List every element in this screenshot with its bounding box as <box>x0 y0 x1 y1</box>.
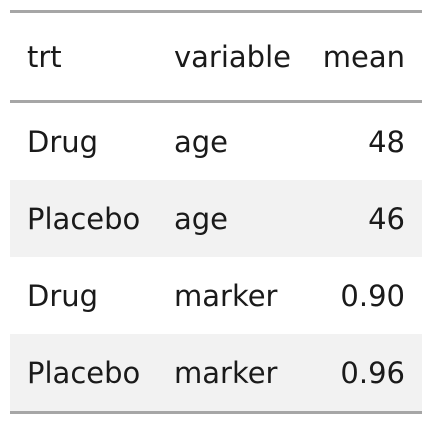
cell-mean: 48 <box>306 102 422 181</box>
cell-trt: Drug <box>10 257 160 334</box>
cell-trt: Drug <box>10 102 160 181</box>
summary-table: trt variable mean Drug age 48 Placebo ag… <box>10 10 422 414</box>
cell-variable: age <box>160 102 306 181</box>
cell-mean: 0.96 <box>306 334 422 413</box>
column-header-variable: variable <box>160 12 306 102</box>
header-row: trt variable mean <box>10 12 422 102</box>
cell-mean: 0.90 <box>306 257 422 334</box>
summary-table-container: trt variable mean Drug age 48 Placebo ag… <box>10 10 422 414</box>
cell-variable: marker <box>160 334 306 413</box>
table-row: Placebo age 46 <box>10 180 422 257</box>
cell-variable: marker <box>160 257 306 334</box>
table-body: Drug age 48 Placebo age 46 Drug marker 0… <box>10 102 422 413</box>
cell-trt: Placebo <box>10 334 160 413</box>
table-header: trt variable mean <box>10 12 422 102</box>
column-header-trt: trt <box>10 12 160 102</box>
cell-variable: age <box>160 180 306 257</box>
table-row: Drug age 48 <box>10 102 422 181</box>
table-row: Placebo marker 0.96 <box>10 334 422 413</box>
column-header-mean: mean <box>306 12 422 102</box>
cell-mean: 46 <box>306 180 422 257</box>
table-row: Drug marker 0.90 <box>10 257 422 334</box>
cell-trt: Placebo <box>10 180 160 257</box>
